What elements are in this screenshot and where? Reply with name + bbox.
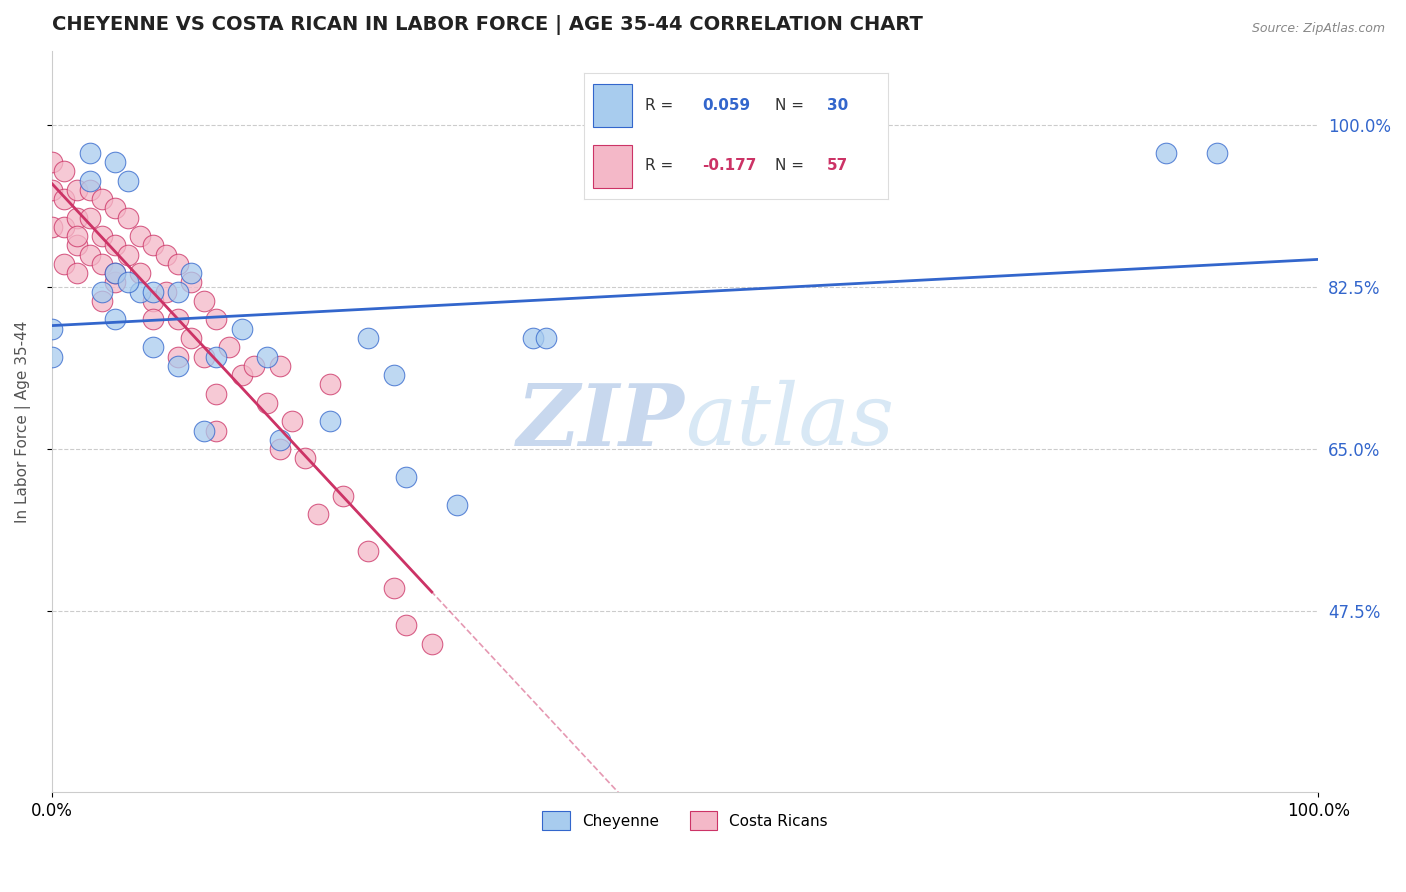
Text: CHEYENNE VS COSTA RICAN IN LABOR FORCE | AGE 35-44 CORRELATION CHART: CHEYENNE VS COSTA RICAN IN LABOR FORCE |… — [52, 15, 922, 35]
Point — [66, 183, 89, 197]
Point — [205, 386, 228, 401]
Point — [155, 285, 177, 299]
Point — [332, 489, 354, 503]
Point — [91, 293, 114, 308]
Point — [231, 368, 253, 382]
Point — [319, 414, 342, 428]
Point — [534, 331, 557, 345]
Point — [205, 350, 228, 364]
Point — [142, 285, 165, 299]
Point — [193, 293, 215, 308]
Point — [104, 202, 127, 216]
Point — [167, 257, 190, 271]
Point — [420, 637, 443, 651]
Point — [180, 276, 202, 290]
Point — [281, 414, 304, 428]
Point — [66, 266, 89, 280]
Point — [129, 285, 152, 299]
Point — [129, 229, 152, 244]
Point — [104, 312, 127, 326]
Point — [117, 276, 139, 290]
Point — [53, 219, 76, 234]
Point — [104, 155, 127, 169]
Point — [269, 359, 291, 373]
Point — [180, 266, 202, 280]
Point — [382, 368, 405, 382]
Point — [319, 377, 342, 392]
Text: ZIP: ZIP — [517, 380, 685, 463]
Point — [129, 266, 152, 280]
Point — [41, 155, 63, 169]
Point — [79, 211, 101, 225]
Point — [41, 183, 63, 197]
Point — [167, 350, 190, 364]
Point — [269, 433, 291, 447]
Point — [117, 247, 139, 261]
Point — [41, 322, 63, 336]
Point — [79, 145, 101, 160]
Point — [41, 219, 63, 234]
Point — [193, 424, 215, 438]
Y-axis label: In Labor Force | Age 35-44: In Labor Force | Age 35-44 — [15, 320, 31, 523]
Point — [91, 229, 114, 244]
Point — [66, 211, 89, 225]
Point — [142, 293, 165, 308]
Point — [1156, 145, 1178, 160]
Point — [91, 192, 114, 206]
Point — [357, 331, 380, 345]
Point — [104, 238, 127, 252]
Point — [1206, 145, 1229, 160]
Point — [117, 173, 139, 187]
Point — [446, 498, 468, 512]
Point — [193, 350, 215, 364]
Point — [117, 211, 139, 225]
Point — [243, 359, 266, 373]
Point — [382, 581, 405, 595]
Point — [256, 396, 278, 410]
Point — [294, 451, 316, 466]
Point — [167, 285, 190, 299]
Point — [66, 229, 89, 244]
Point — [53, 192, 76, 206]
Point — [231, 322, 253, 336]
Point — [205, 312, 228, 326]
Point — [357, 544, 380, 558]
Point — [104, 276, 127, 290]
Point — [91, 257, 114, 271]
Point — [167, 359, 190, 373]
Text: atlas: atlas — [685, 380, 894, 463]
Point — [155, 247, 177, 261]
Point — [91, 285, 114, 299]
Point — [180, 331, 202, 345]
Point — [53, 257, 76, 271]
Point — [269, 442, 291, 457]
Point — [79, 247, 101, 261]
Point — [307, 507, 329, 521]
Point — [395, 618, 418, 632]
Point — [79, 173, 101, 187]
Point — [142, 340, 165, 354]
Point — [104, 266, 127, 280]
Point — [66, 238, 89, 252]
Point — [522, 331, 544, 345]
Point — [79, 183, 101, 197]
Text: Source: ZipAtlas.com: Source: ZipAtlas.com — [1251, 22, 1385, 36]
Point — [142, 238, 165, 252]
Point — [104, 266, 127, 280]
Point — [218, 340, 240, 354]
Point — [205, 424, 228, 438]
Point — [167, 312, 190, 326]
Point — [256, 350, 278, 364]
Legend: Cheyenne, Costa Ricans: Cheyenne, Costa Ricans — [536, 805, 834, 836]
Point — [41, 350, 63, 364]
Point — [53, 164, 76, 178]
Point — [142, 312, 165, 326]
Point — [395, 470, 418, 484]
